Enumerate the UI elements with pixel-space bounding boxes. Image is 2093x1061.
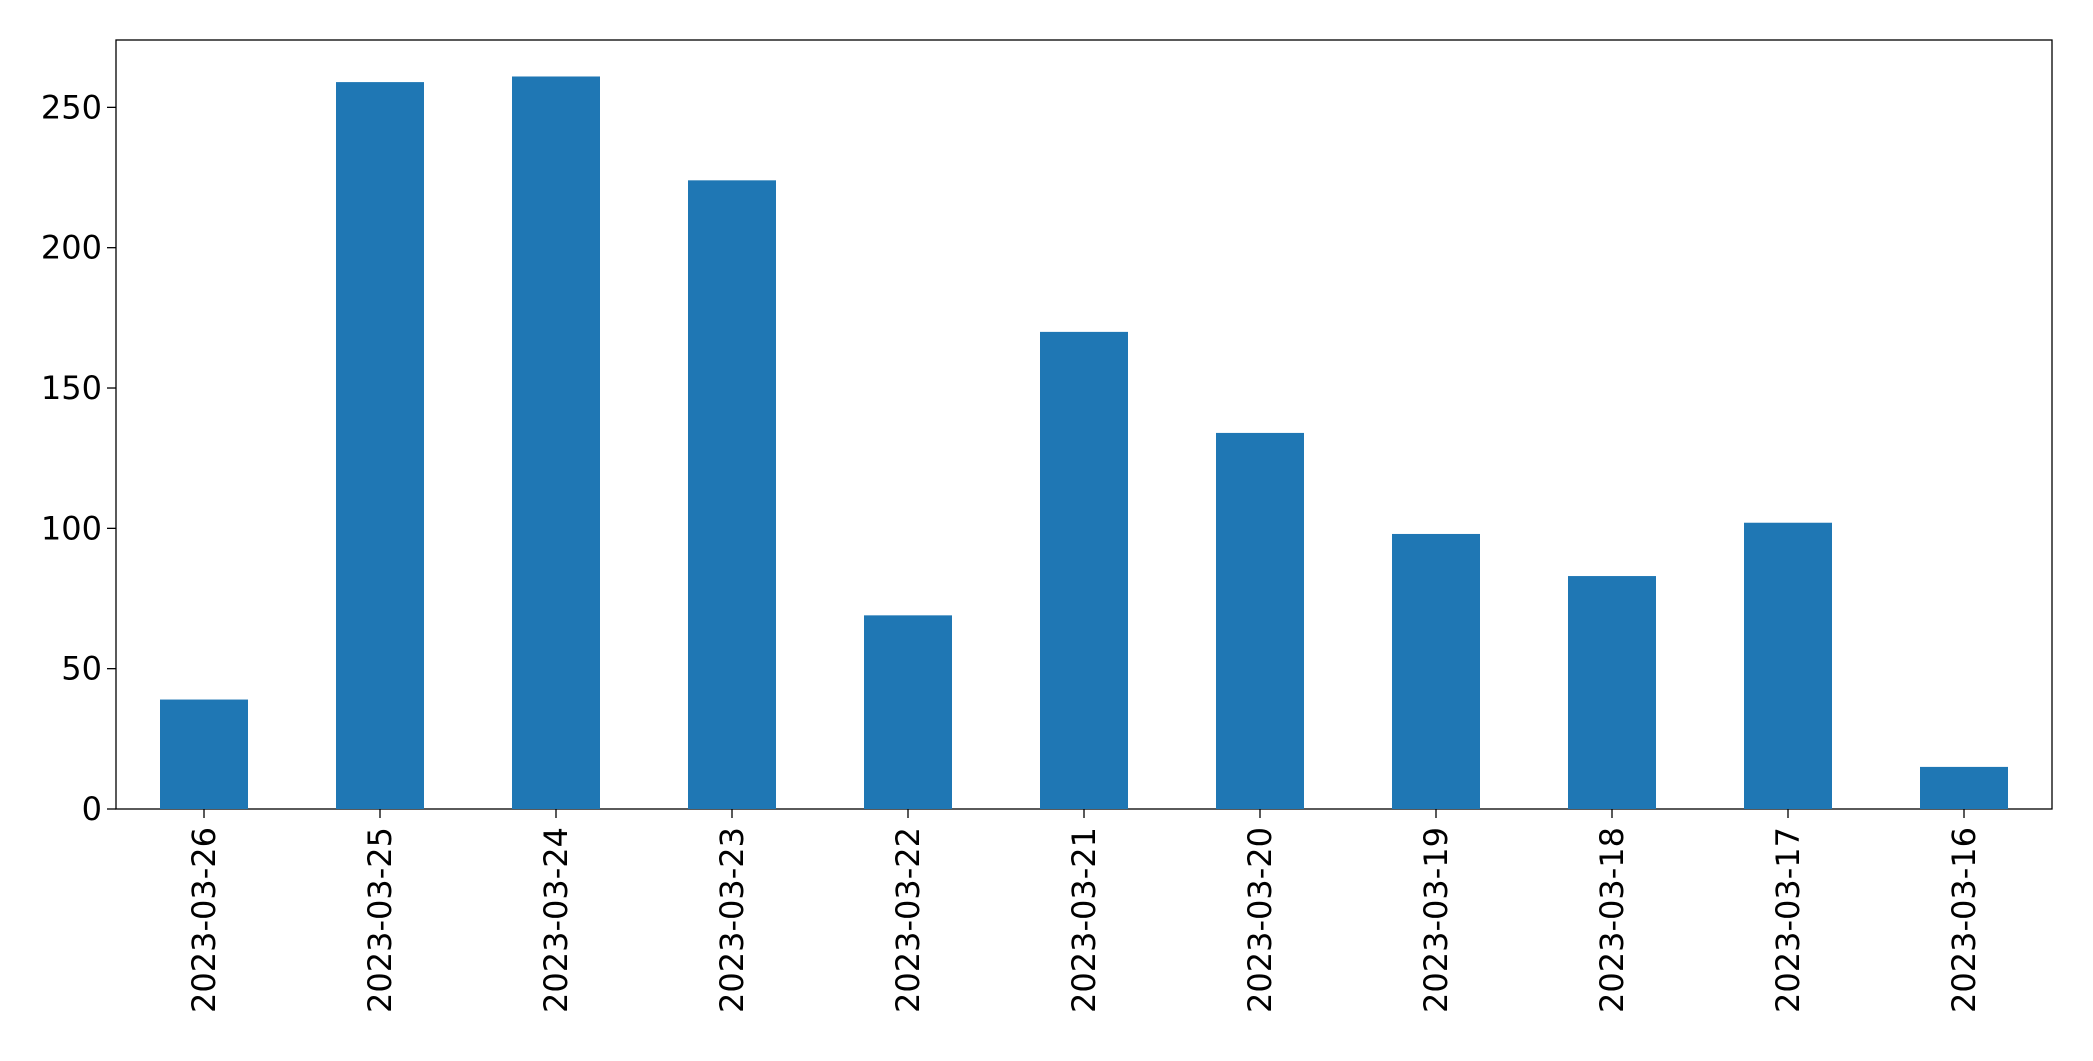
x-tick-label: 2023-03-20 [1241,827,1279,1013]
bar [1744,522,1832,809]
y-tick-label: 150 [41,369,102,407]
bar [1568,576,1656,809]
bar [512,76,600,809]
bar [864,615,952,809]
x-tick-label: 2023-03-24 [537,827,575,1013]
bar [336,82,424,810]
y-tick-label: 0 [82,790,102,828]
y-tick-label: 100 [41,509,102,547]
x-tick-label: 2023-03-18 [1593,827,1631,1013]
x-tick-label: 2023-03-19 [1417,827,1455,1013]
bar [160,699,248,809]
x-tick-label: 2023-03-16 [1945,827,1983,1013]
x-tick-label: 2023-03-21 [1065,827,1103,1013]
bar [1040,331,1128,809]
x-tick-label: 2023-03-26 [185,827,223,1013]
y-tick-label: 50 [61,650,102,688]
y-tick-label: 200 [41,229,102,267]
x-tick-label: 2023-03-17 [1769,827,1807,1013]
bar [1920,766,2008,809]
bar [1392,533,1480,809]
x-tick-label: 2023-03-23 [713,827,751,1013]
bar [688,180,776,809]
x-tick-label: 2023-03-25 [361,827,399,1013]
bar [1216,432,1304,809]
y-tick-label: 250 [41,88,102,126]
x-tick-label: 2023-03-22 [889,827,927,1013]
